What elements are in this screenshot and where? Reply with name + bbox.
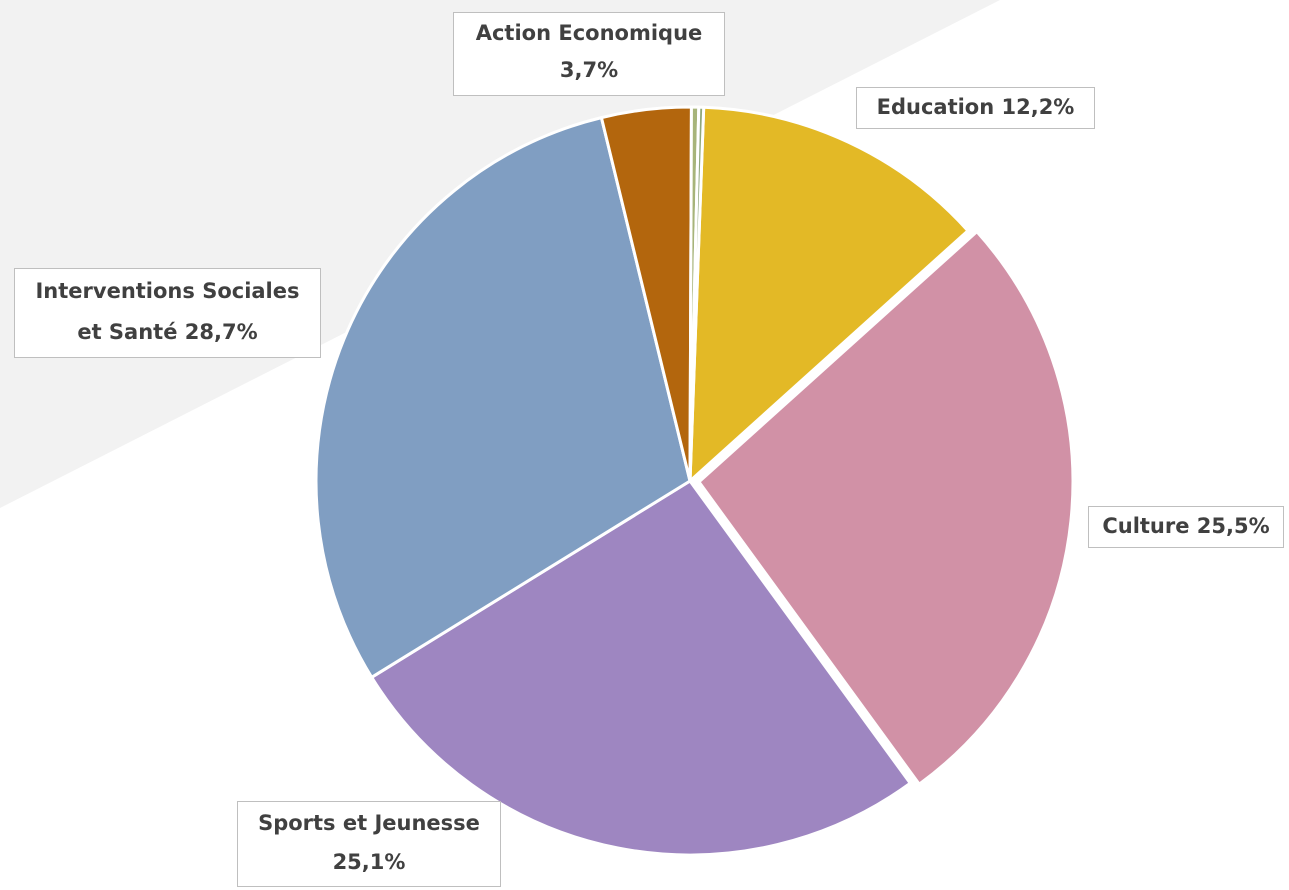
pie-slice-education [688,105,970,483]
pie-slice-sports-et-jeunesse [370,479,912,857]
data-label-culture-text: Culture 25,5% [1102,514,1270,538]
pie-slice-minor-6 [688,105,706,483]
data-label-sports: Sports et Jeunesse 25,1% [237,801,501,887]
data-label-sports-line1: Sports et Jeunesse [258,811,480,835]
pie-slice-interventions-sociales-et-sante [314,116,692,679]
data-label-education-text: Education 12,2% [876,95,1075,119]
data-label-culture: Culture 25,5% [1088,506,1284,548]
data-label-action-economique-line2: 3,7% [559,58,619,82]
data-label-action-economique-line1: Action Economique [475,21,703,45]
data-label-interventions: Interventions Sociales et Santé 28,7% [14,268,321,358]
data-label-sports-line2: 25,1% [332,850,406,874]
pie-slices [314,105,1075,857]
data-label-education: Education 12,2% [856,87,1095,129]
data-label-interventions-line2: et Santé 28,7% [77,320,258,344]
pie-slice-culture [697,230,1075,786]
data-label-interventions-line1: Interventions Sociales [35,279,300,303]
data-label-action-economique: Action Economique 3,7% [453,12,725,96]
